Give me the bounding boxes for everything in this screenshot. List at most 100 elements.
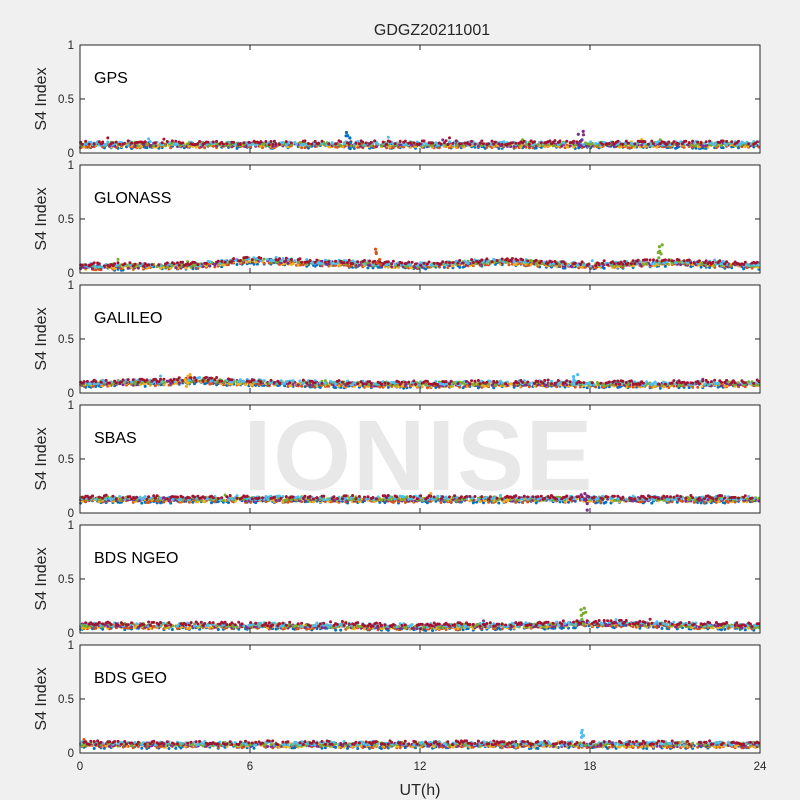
- y-axis-label: S4 Index: [33, 187, 50, 250]
- data-point: [92, 142, 96, 146]
- data-point: [254, 260, 258, 264]
- data-point: [490, 139, 494, 143]
- peak-point: [346, 134, 350, 138]
- data-point: [245, 255, 249, 259]
- data-point: [94, 380, 98, 384]
- data-point: [162, 500, 166, 504]
- data-point: [143, 384, 147, 388]
- data-point: [652, 142, 655, 146]
- data-point: [295, 142, 298, 146]
- data-point: [504, 382, 508, 386]
- data-point: [701, 379, 705, 383]
- data-point: [84, 139, 88, 143]
- data-point: [303, 146, 307, 150]
- data-point: [221, 142, 225, 146]
- data-point: [177, 263, 181, 267]
- data-point: [667, 258, 671, 262]
- data-point: [424, 383, 428, 387]
- data-point: [470, 258, 474, 262]
- data-point: [629, 379, 633, 383]
- data-point: [201, 379, 205, 383]
- data-point: [373, 139, 377, 143]
- data-point: [516, 258, 519, 262]
- data-point: [623, 259, 627, 263]
- data-point: [553, 144, 557, 148]
- data-point: [492, 379, 496, 383]
- data-point: [417, 383, 421, 387]
- data-point: [196, 142, 200, 146]
- data-point: [495, 380, 499, 384]
- data-point: [323, 260, 327, 264]
- data-point: [126, 266, 130, 270]
- peak-point: [348, 136, 352, 140]
- data-point: [684, 139, 688, 143]
- data-point: [160, 380, 164, 384]
- data-point: [165, 261, 169, 265]
- data-point: [259, 380, 263, 384]
- data-point: [567, 263, 570, 267]
- data-point: [448, 140, 451, 144]
- data-point: [361, 382, 365, 386]
- data-point: [403, 142, 407, 146]
- data-point: [301, 378, 305, 382]
- y-tick-label: 0: [68, 388, 74, 400]
- peak-point: [572, 379, 576, 383]
- data-point: [476, 379, 480, 382]
- data-point: [482, 381, 485, 385]
- data-point: [87, 142, 91, 146]
- data-point: [317, 141, 321, 145]
- data-point: [516, 381, 519, 385]
- data-point: [667, 140, 671, 144]
- data-point: [439, 142, 443, 146]
- peak-point: [571, 375, 576, 379]
- plot-area: [80, 165, 760, 273]
- data-point: [337, 379, 341, 383]
- data-point: [755, 260, 759, 264]
- data-point: [422, 261, 426, 265]
- peak-point: [186, 374, 190, 378]
- data-point: [310, 142, 314, 146]
- data-point: [181, 260, 185, 264]
- data-point: [713, 378, 717, 382]
- data-point: [621, 262, 625, 266]
- panel-label: GALILEO: [94, 310, 162, 327]
- data-point: [225, 142, 229, 146]
- data-point: [266, 257, 270, 261]
- data-point: [351, 262, 355, 266]
- data-point: [752, 381, 756, 385]
- data-point: [337, 384, 341, 388]
- data-point: [555, 262, 559, 266]
- data-point: [318, 261, 322, 265]
- data-point: [101, 140, 105, 144]
- data-point: [449, 379, 453, 383]
- data-point: [743, 145, 747, 149]
- data-point: [147, 263, 151, 267]
- data-point: [665, 142, 669, 146]
- data-point: [414, 382, 417, 386]
- data-point: [663, 382, 667, 386]
- data-point: [102, 264, 106, 268]
- data-point: [267, 143, 271, 147]
- peak-point: [656, 250, 660, 255]
- data-point: [84, 263, 88, 267]
- data-point: [616, 379, 620, 383]
- data-point: [686, 381, 689, 385]
- data-point: [737, 381, 740, 385]
- data-point: [340, 380, 344, 384]
- data-point: [114, 140, 118, 144]
- data-point: [563, 262, 567, 266]
- data-point: [682, 259, 686, 263]
- data-point: [697, 382, 701, 386]
- data-point: [599, 381, 603, 385]
- data-point: [94, 265, 98, 269]
- data-point: [357, 142, 361, 146]
- data-point: [301, 381, 305, 385]
- data-point: [97, 265, 101, 269]
- data-point: [230, 259, 234, 263]
- data-point: [526, 380, 530, 384]
- data-point: [454, 144, 458, 148]
- data-point: [301, 142, 305, 146]
- data-point: [709, 380, 713, 384]
- data-point: [473, 379, 477, 383]
- data-point: [400, 261, 404, 265]
